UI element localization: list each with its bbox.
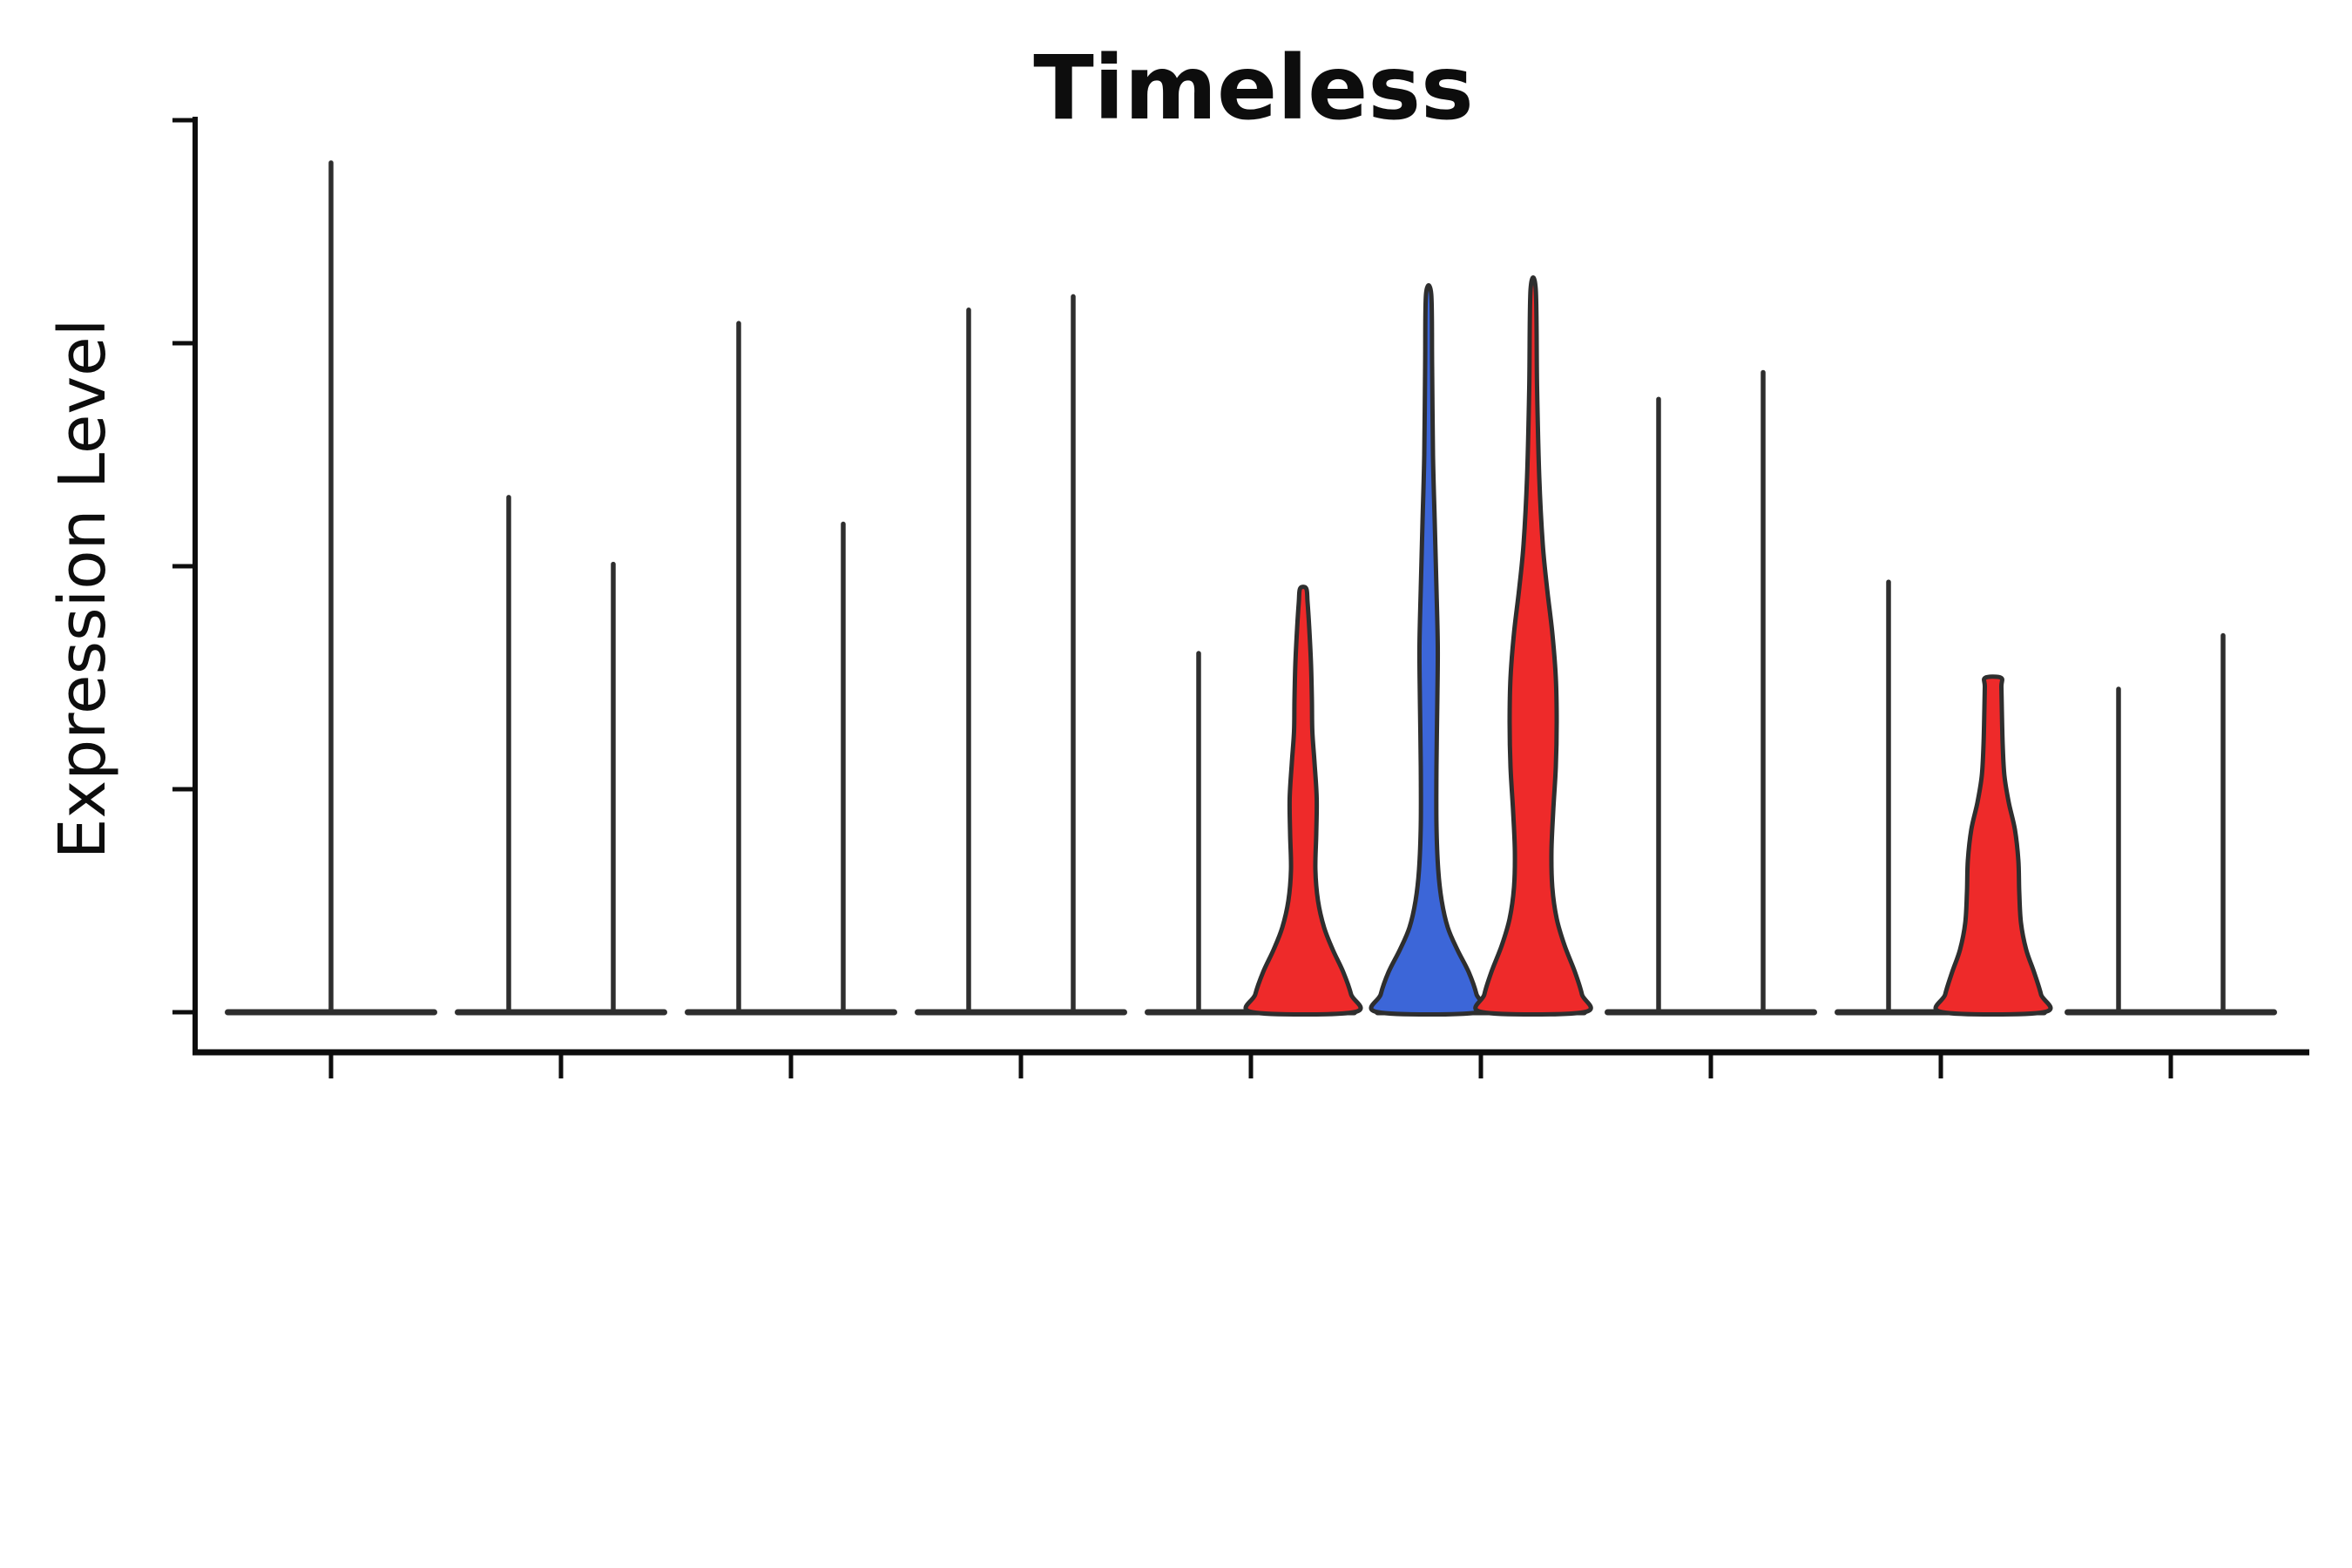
violin-baseline-band <box>685 1009 897 1016</box>
chart-title: Timeless <box>1033 37 1474 140</box>
violin-line <box>506 495 511 1014</box>
violin-line <box>736 321 741 1014</box>
violin-line <box>611 561 616 1014</box>
violin-line <box>1656 396 1661 1014</box>
violin-baseline-band <box>915 1009 1127 1016</box>
violin-line <box>1196 651 1201 1014</box>
violin-blue <box>1369 282 1489 1017</box>
violin-line <box>2220 632 2226 1014</box>
violin-line <box>1761 369 1766 1015</box>
violin-red <box>1933 674 2053 1017</box>
violin-red <box>1243 585 1363 1017</box>
violin-baseline-band <box>1605 1009 1817 1016</box>
violin-baseline-band <box>455 1009 667 1016</box>
violin-red <box>1473 274 1593 1017</box>
violin-line <box>1886 579 1891 1014</box>
violin-line <box>328 160 334 1014</box>
violin-line <box>966 308 971 1014</box>
violin-baseline-band <box>2065 1009 2277 1016</box>
violin-line <box>841 521 846 1014</box>
violin-line <box>2116 686 2121 1014</box>
violin-line <box>1071 294 1076 1014</box>
